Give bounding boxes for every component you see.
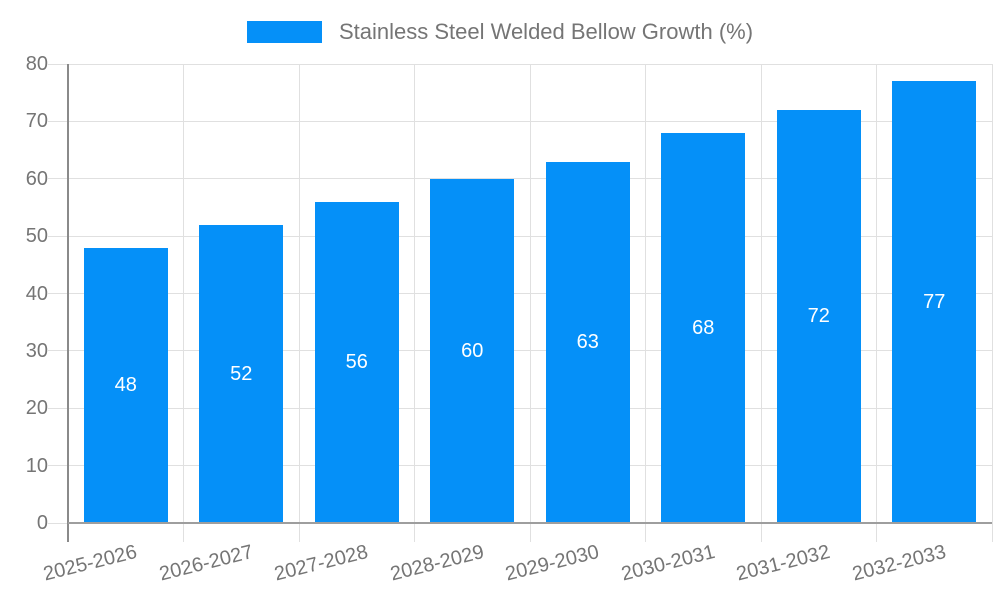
bar[interactable]	[314, 201, 399, 523]
x-gridline	[298, 64, 300, 542]
bar[interactable]	[892, 81, 977, 523]
y-tick-label: 10	[25, 454, 48, 477]
bar-value-label: 68	[692, 316, 715, 339]
x-axis-line	[68, 522, 992, 524]
bar-value-label: 77	[923, 291, 946, 314]
y-gridline	[48, 293, 992, 294]
x-gridline	[645, 64, 646, 542]
bar-value-label: 63	[576, 331, 599, 354]
y-tick-label: 20	[25, 397, 48, 420]
x-tick-label: 2025-2026	[41, 540, 140, 586]
bar[interactable]	[661, 132, 746, 523]
bar[interactable]	[199, 224, 284, 523]
y-gridline	[48, 63, 992, 65]
bar-value-label: 60	[461, 339, 484, 362]
x-tick-label: 2027-2028	[272, 540, 371, 586]
x-tick-label: 2032-2033	[849, 540, 948, 586]
bar-value-label: 52	[230, 362, 253, 385]
bar[interactable]	[545, 161, 630, 523]
y-tick-label: 0	[36, 512, 48, 534]
bar-value-label: 56	[345, 351, 368, 374]
x-gridline	[529, 64, 531, 542]
bar-value-label: 48	[114, 374, 137, 397]
y-gridline	[48, 350, 992, 352]
bar[interactable]	[83, 247, 168, 523]
legend-swatch	[246, 21, 322, 43]
bar[interactable]	[776, 109, 861, 523]
x-gridline	[876, 64, 877, 542]
bar-value-label: 72	[807, 305, 830, 328]
x-gridline	[760, 64, 762, 542]
bar[interactable]	[430, 178, 515, 523]
x-gridline	[183, 64, 184, 542]
y-gridline	[48, 407, 992, 409]
x-tick-label: 2030-2031	[618, 540, 717, 586]
x-tick-label: 2029-2030	[503, 540, 602, 586]
legend-label: Stainless Steel Welded Bellow Growth (%)	[338, 19, 754, 44]
x-gridline	[414, 64, 415, 542]
y-tick-label: 30	[25, 339, 48, 362]
x-tick-label: 2028-2029	[387, 540, 486, 586]
y-tick-label: 40	[25, 282, 48, 305]
y-gridline	[48, 235, 992, 237]
y-tick-label: 60	[25, 167, 48, 190]
y-gridline	[48, 120, 992, 122]
x-tick-label: 2026-2027	[156, 540, 255, 586]
x-tick-label: 2031-2032	[734, 540, 833, 586]
y-gridline	[48, 465, 992, 467]
y-tick-label: 50	[25, 225, 48, 248]
y-gridline	[48, 178, 992, 180]
y-tick-label: 70	[25, 110, 48, 133]
y-axis-line	[67, 64, 69, 542]
x-gridline	[991, 64, 993, 542]
legend-item[interactable]: Stainless Steel Welded Bellow Growth (%)	[0, 19, 1000, 45]
y-tick-label: 80	[25, 53, 48, 75]
